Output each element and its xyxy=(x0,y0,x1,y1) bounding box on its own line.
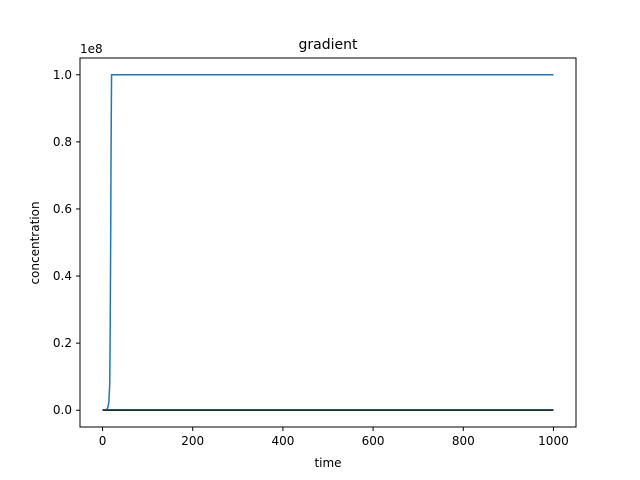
x-tick-label: 600 xyxy=(362,434,385,448)
y-tick-label: 0.4 xyxy=(53,269,72,283)
x-tick-label: 0 xyxy=(99,434,107,448)
chart-title: gradient xyxy=(299,37,358,53)
series-group xyxy=(102,74,554,411)
y-tick-label: 0.0 xyxy=(53,403,72,417)
x-tick-label: 200 xyxy=(181,434,204,448)
y-tick-label: 0.6 xyxy=(53,202,72,216)
y-tick-label: 0.2 xyxy=(53,336,72,350)
x-tick-label: 800 xyxy=(452,434,475,448)
x-axis-ticks: 0 200 400 600 800 1000 xyxy=(99,427,569,448)
x-axis-label: time xyxy=(314,456,341,470)
x-tick-label: 1000 xyxy=(538,434,569,448)
plot-frame xyxy=(79,57,577,428)
y-tick-label: 1.0 xyxy=(53,68,72,82)
y-tick-label: 0.8 xyxy=(53,135,72,149)
x-tick-label: 400 xyxy=(271,434,294,448)
y-axis-label: concentration xyxy=(28,201,42,284)
y-offset-label: 1e8 xyxy=(80,42,103,56)
series-line-1 xyxy=(102,74,554,411)
y-axis-ticks: 0.0 0.2 0.4 0.6 0.8 1.0 xyxy=(53,68,80,417)
